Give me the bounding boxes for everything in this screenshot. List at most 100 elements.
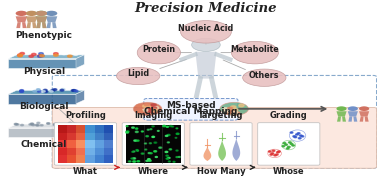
Bar [76, 125, 85, 133]
Circle shape [31, 124, 34, 125]
Circle shape [154, 151, 156, 152]
Circle shape [151, 104, 156, 106]
Circle shape [26, 11, 37, 16]
Text: Grading: Grading [270, 111, 308, 120]
Circle shape [169, 125, 172, 127]
Circle shape [20, 91, 23, 92]
Circle shape [270, 154, 273, 155]
Bar [58, 155, 67, 163]
Circle shape [336, 106, 347, 111]
FancyBboxPatch shape [190, 123, 252, 165]
Circle shape [16, 124, 19, 125]
Circle shape [131, 158, 133, 159]
Circle shape [277, 152, 279, 153]
Circle shape [42, 90, 45, 92]
Polygon shape [353, 116, 357, 122]
Circle shape [290, 132, 293, 133]
Circle shape [18, 54, 22, 56]
Polygon shape [16, 22, 21, 28]
Polygon shape [232, 138, 240, 161]
Ellipse shape [137, 41, 181, 64]
Circle shape [155, 156, 157, 158]
Circle shape [148, 159, 150, 160]
Circle shape [166, 158, 169, 159]
Circle shape [36, 89, 40, 90]
Circle shape [15, 124, 18, 125]
Bar [76, 133, 85, 140]
Circle shape [129, 161, 131, 162]
Text: Chemical: Chemical [21, 140, 67, 149]
Polygon shape [46, 16, 57, 22]
Bar [104, 125, 113, 133]
Circle shape [176, 150, 178, 151]
Circle shape [37, 122, 40, 124]
Circle shape [146, 105, 151, 108]
Circle shape [39, 91, 43, 93]
Circle shape [74, 90, 78, 92]
Circle shape [133, 158, 136, 159]
Circle shape [136, 105, 142, 107]
Circle shape [20, 53, 25, 54]
Circle shape [268, 151, 271, 152]
Circle shape [144, 143, 147, 144]
Circle shape [225, 111, 231, 114]
Circle shape [152, 107, 157, 109]
Circle shape [53, 123, 56, 125]
Circle shape [175, 137, 177, 138]
Circle shape [159, 147, 162, 148]
Circle shape [62, 53, 66, 55]
FancyBboxPatch shape [52, 108, 376, 168]
Bar [94, 148, 104, 155]
Circle shape [36, 125, 39, 126]
Bar [67, 140, 76, 148]
Circle shape [37, 55, 42, 57]
Text: Where: Where [138, 167, 169, 176]
Polygon shape [76, 55, 84, 68]
Circle shape [288, 142, 291, 143]
Text: Phenotypic: Phenotypic [15, 31, 73, 40]
Circle shape [35, 124, 38, 126]
Circle shape [239, 104, 244, 107]
Circle shape [176, 133, 179, 134]
Circle shape [136, 150, 138, 151]
FancyBboxPatch shape [144, 98, 238, 120]
Circle shape [137, 150, 138, 151]
Circle shape [18, 54, 23, 56]
Circle shape [283, 143, 286, 144]
Polygon shape [36, 22, 41, 28]
Text: Nucleic Acid: Nucleic Acid [178, 24, 234, 33]
Circle shape [126, 126, 128, 127]
Circle shape [169, 149, 172, 150]
Circle shape [38, 53, 43, 56]
Bar [85, 155, 94, 163]
Circle shape [32, 124, 35, 126]
Polygon shape [195, 52, 217, 78]
Circle shape [40, 55, 44, 57]
Circle shape [32, 53, 36, 56]
Circle shape [51, 90, 55, 91]
Circle shape [44, 91, 48, 93]
Circle shape [220, 102, 248, 116]
FancyBboxPatch shape [122, 123, 184, 165]
Circle shape [234, 112, 240, 114]
Circle shape [141, 131, 143, 132]
Bar [67, 125, 76, 133]
Circle shape [46, 123, 50, 124]
Circle shape [165, 151, 168, 153]
Bar [85, 133, 94, 140]
Bar [58, 133, 67, 140]
Circle shape [178, 156, 180, 157]
Circle shape [282, 146, 285, 147]
Polygon shape [22, 22, 26, 28]
Circle shape [145, 149, 147, 150]
Circle shape [293, 136, 296, 137]
Circle shape [39, 53, 43, 55]
Circle shape [166, 135, 168, 136]
Polygon shape [36, 22, 41, 28]
Bar [104, 148, 113, 155]
Circle shape [132, 151, 134, 152]
Circle shape [133, 161, 136, 162]
Circle shape [54, 53, 58, 55]
Circle shape [148, 160, 151, 161]
Circle shape [68, 122, 71, 124]
